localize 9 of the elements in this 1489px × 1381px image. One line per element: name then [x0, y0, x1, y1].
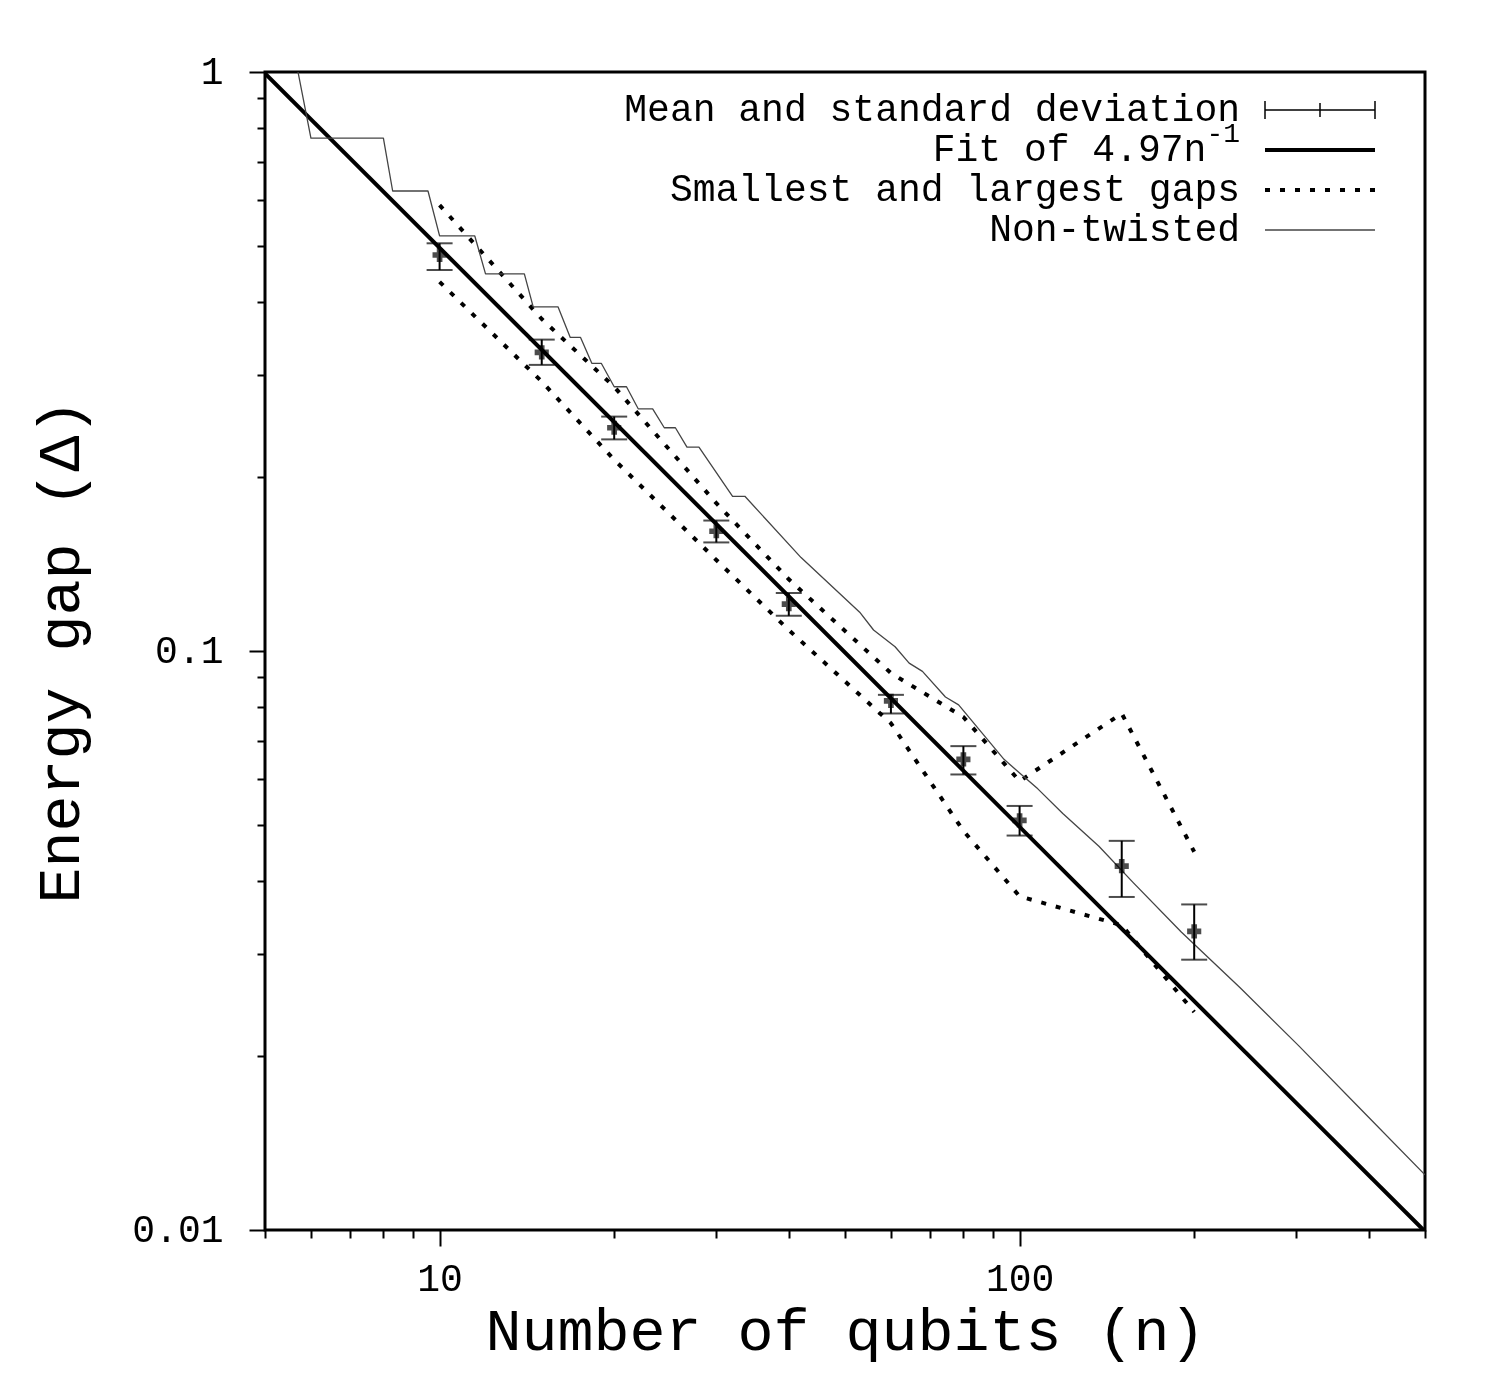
x-tick-label: 100 [985, 1258, 1055, 1302]
y-tick-label: 0.01 [132, 1209, 224, 1253]
y-axis-title: Energy gap (Δ) [29, 399, 98, 904]
y-tick-label: 1 [200, 51, 224, 95]
y-tick-label: 0.1 [155, 630, 224, 674]
legend-label: Non-twisted [989, 209, 1240, 252]
legend-label: Smallest and largest gaps [669, 169, 1240, 212]
x-tick-label: 10 [417, 1258, 463, 1302]
x-axis-title: Number of qubits (n) [485, 1299, 1206, 1368]
